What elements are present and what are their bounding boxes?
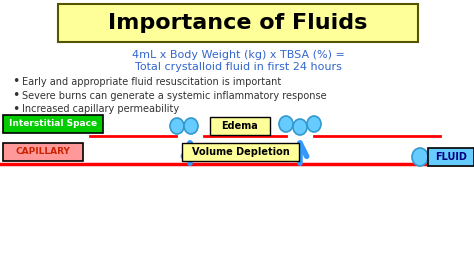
Ellipse shape <box>293 119 307 135</box>
Ellipse shape <box>307 116 321 132</box>
FancyBboxPatch shape <box>3 143 83 161</box>
Text: •: • <box>12 89 19 102</box>
Text: Increased capillary permeability: Increased capillary permeability <box>22 104 179 114</box>
FancyBboxPatch shape <box>428 148 474 166</box>
Text: 4mL x Body Weight (kg) x TBSA (%) =: 4mL x Body Weight (kg) x TBSA (%) = <box>132 50 345 60</box>
Text: Interstitial Space: Interstitial Space <box>9 120 97 129</box>
Text: Severe burns can generate a systemic inflammatory response: Severe burns can generate a systemic inf… <box>22 91 327 101</box>
Text: •: • <box>12 76 19 88</box>
FancyBboxPatch shape <box>58 4 418 42</box>
FancyBboxPatch shape <box>3 115 103 133</box>
Ellipse shape <box>184 118 198 134</box>
Text: CAPILLARY: CAPILLARY <box>16 148 71 157</box>
Text: Early and appropriate fluid resuscitation is important: Early and appropriate fluid resuscitatio… <box>22 77 281 87</box>
Ellipse shape <box>412 148 428 166</box>
FancyBboxPatch shape <box>182 143 299 161</box>
Ellipse shape <box>170 118 184 134</box>
Text: Importance of Fluids: Importance of Fluids <box>109 13 368 33</box>
Text: FLUID: FLUID <box>435 152 467 162</box>
Text: Total crystalloid fluid in first 24 hours: Total crystalloid fluid in first 24 hour… <box>135 62 341 72</box>
Text: Edema: Edema <box>222 121 258 131</box>
FancyBboxPatch shape <box>210 117 270 135</box>
Text: •: • <box>12 102 19 116</box>
Ellipse shape <box>279 116 293 132</box>
Text: Volume Depletion: Volume Depletion <box>191 147 289 157</box>
